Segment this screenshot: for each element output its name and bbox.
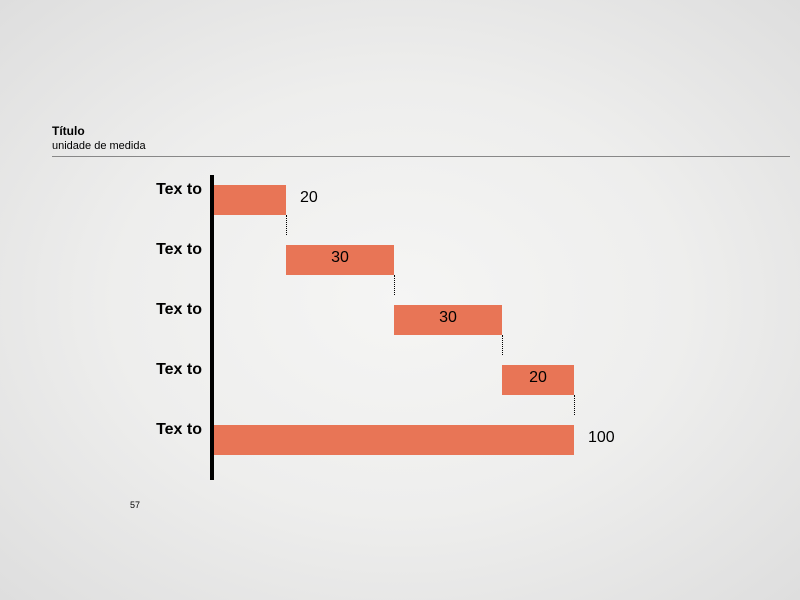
bar xyxy=(214,425,574,455)
category-label: Tex to xyxy=(130,421,202,439)
page-number: 57 xyxy=(130,500,140,510)
chart-row: Tex to 100 xyxy=(130,415,650,471)
chart-title: Título xyxy=(52,124,790,138)
value-label: 20 xyxy=(529,369,547,387)
waterfall-chart: Tex to 20 Tex to 30 Tex to 30 Tex to 20 Tex to 10… xyxy=(130,175,650,515)
chart-row: Tex to 20 xyxy=(130,355,650,411)
connector-line xyxy=(394,275,395,295)
value-label: 100 xyxy=(588,429,615,447)
value-label: 20 xyxy=(300,189,318,207)
connector-line xyxy=(574,395,575,415)
header-divider xyxy=(52,156,790,157)
category-label: Tex to xyxy=(130,181,202,199)
category-label: Tex to xyxy=(130,301,202,319)
connector-line xyxy=(502,335,503,355)
value-label: 30 xyxy=(331,249,349,267)
bar xyxy=(214,185,286,215)
chart-subtitle: unidade de medida xyxy=(52,140,790,152)
chart-header: Título unidade de medida xyxy=(52,124,790,157)
value-label: 30 xyxy=(439,309,457,327)
chart-row: Tex to 20 xyxy=(130,175,650,231)
category-label: Tex to xyxy=(130,241,202,259)
chart-row: Tex to 30 xyxy=(130,235,650,291)
connector-line xyxy=(286,215,287,235)
chart-row: Tex to 30 xyxy=(130,295,650,351)
category-label: Tex to xyxy=(130,361,202,379)
